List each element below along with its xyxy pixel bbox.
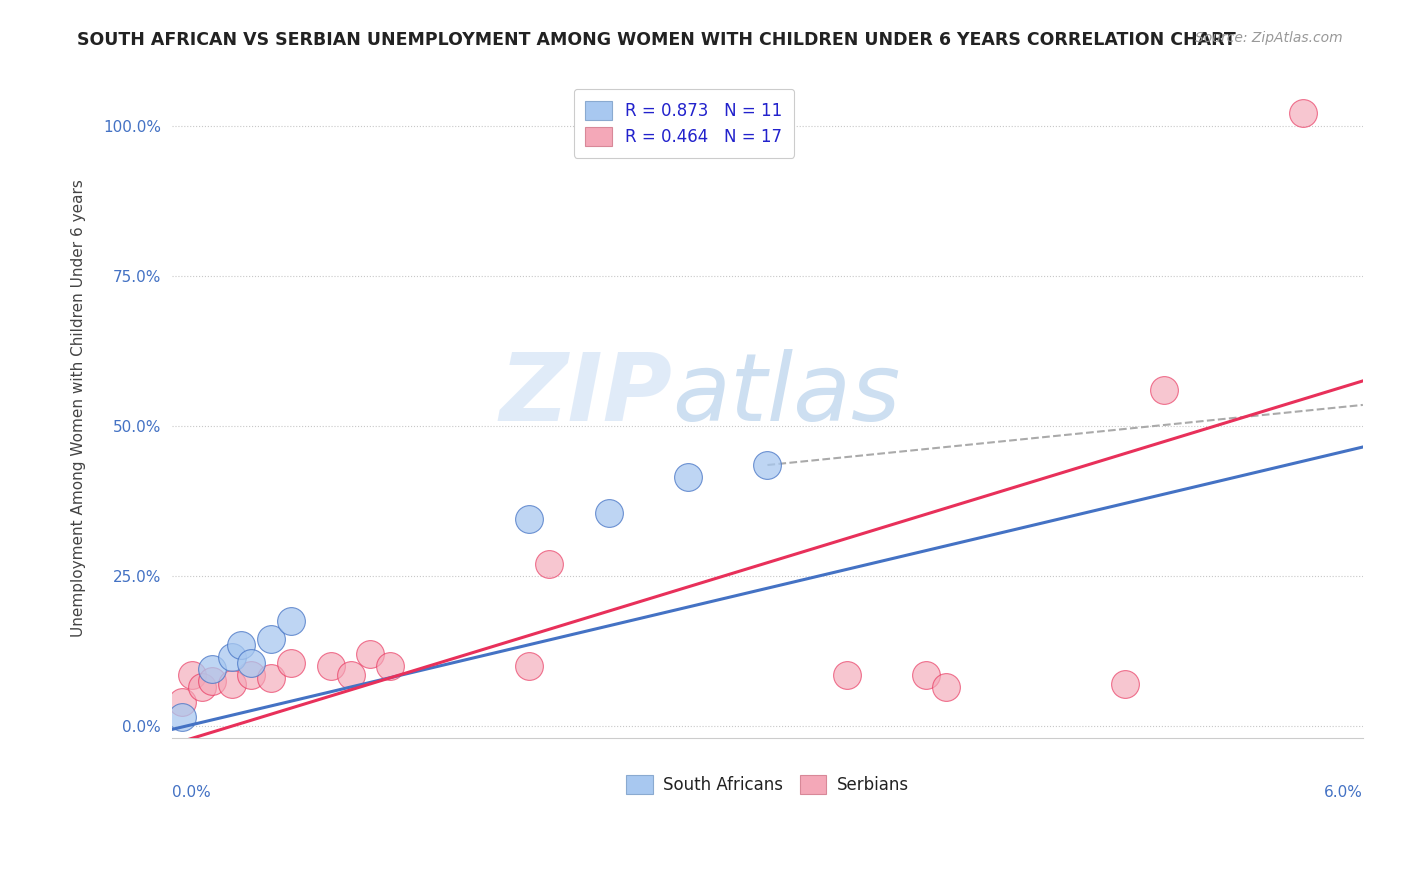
Point xyxy=(517,512,540,526)
Point xyxy=(180,668,202,682)
Point xyxy=(517,659,540,673)
Point xyxy=(319,659,342,673)
Text: 6.0%: 6.0% xyxy=(1324,785,1362,800)
Point xyxy=(170,695,193,709)
Point xyxy=(538,557,561,571)
Point xyxy=(280,614,302,628)
Point xyxy=(240,657,263,671)
Point xyxy=(231,638,253,652)
Point xyxy=(1153,383,1175,397)
Text: ZIP: ZIP xyxy=(499,349,672,441)
Point xyxy=(201,674,224,689)
Point xyxy=(1292,106,1315,120)
Point xyxy=(360,648,382,662)
Point xyxy=(280,657,302,671)
Point xyxy=(221,650,243,665)
Point xyxy=(221,677,243,691)
Point xyxy=(1114,677,1136,691)
Text: atlas: atlas xyxy=(672,349,900,441)
Text: Source: ZipAtlas.com: Source: ZipAtlas.com xyxy=(1195,31,1343,45)
Point xyxy=(598,506,620,520)
Point xyxy=(935,681,957,695)
Point xyxy=(201,662,224,676)
Point xyxy=(676,470,699,484)
Point xyxy=(191,681,214,695)
Y-axis label: Unemployment Among Women with Children Under 6 years: Unemployment Among Women with Children U… xyxy=(72,179,86,637)
Point xyxy=(915,668,938,682)
Point xyxy=(240,668,263,682)
Legend: South Africans, Serbians: South Africans, Serbians xyxy=(619,767,917,803)
Text: 0.0%: 0.0% xyxy=(172,785,211,800)
Point xyxy=(835,668,858,682)
Point xyxy=(380,659,402,673)
Point xyxy=(260,632,283,647)
Point xyxy=(170,710,193,724)
Text: SOUTH AFRICAN VS SERBIAN UNEMPLOYMENT AMONG WOMEN WITH CHILDREN UNDER 6 YEARS CO: SOUTH AFRICAN VS SERBIAN UNEMPLOYMENT AM… xyxy=(77,31,1236,49)
Point xyxy=(260,671,283,685)
Point xyxy=(756,458,779,472)
Point xyxy=(339,668,361,682)
